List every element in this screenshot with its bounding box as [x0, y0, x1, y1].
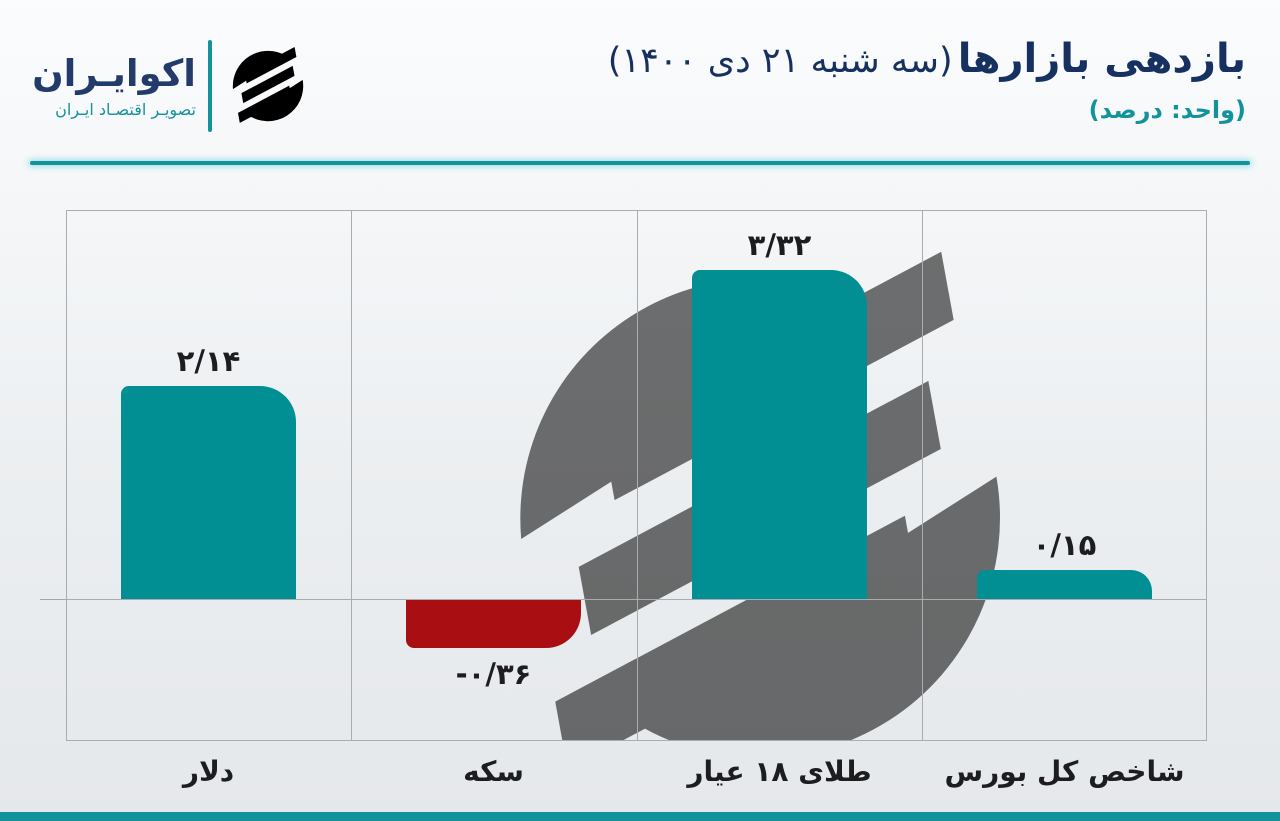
value-label-3: ۰/۱۵ — [1032, 528, 1097, 562]
logo-text: اکوایـران تصویـر اقتصـاد ایـران — [28, 53, 196, 119]
header-divider-line — [30, 161, 1250, 165]
grid-baseline — [66, 599, 1207, 600]
unit-note: (واحد: درصد) — [1088, 96, 1246, 124]
value-label-1: -۰/۳۶ — [455, 657, 532, 691]
grid-line-vertical — [922, 210, 923, 741]
grid-line-vertical — [66, 210, 67, 741]
chart-title-main: بازدهی بازارها — [957, 36, 1246, 82]
logo-brand-name: اکوایـران — [32, 52, 196, 96]
ecoiran-swoosh-icon — [224, 42, 312, 130]
logo-separator-line — [208, 40, 212, 132]
logo-tagline: تصویـر اقتصـاد ایـران — [55, 99, 196, 119]
bar-2 — [692, 270, 867, 599]
bottom-accent-bar — [0, 812, 1280, 821]
category-label-3: شاخص کل بورس — [944, 755, 1185, 788]
grid-line-vertical — [637, 210, 638, 741]
ecoiran-logo: اکوایـران تصویـر اقتصـاد ایـران — [28, 40, 312, 132]
value-label-0: ۲/۱۴ — [176, 344, 241, 378]
header-title-block: بازدهی بازارها (سه شنبه ۲۱ دی ۱۴۰۰) (واح… — [608, 36, 1246, 124]
value-label-2: ۳/۳۲ — [747, 228, 812, 262]
bar-1 — [406, 600, 581, 648]
chart-title-date: (سه شنبه ۲۱ دی ۱۴۰۰) — [607, 41, 953, 81]
bar-chart-plot-area: ۲/۱۴ -۰/۳۶ ۳/۳۲ ۰/۱۵ — [66, 210, 1207, 741]
category-label-2: طلای ۱۸ عیار — [687, 755, 872, 788]
grid-line-horizontal — [66, 740, 1207, 741]
grid-line-horizontal — [66, 210, 1207, 211]
bar-0 — [121, 386, 296, 599]
bar-3 — [977, 570, 1152, 599]
category-label-0: دلار — [182, 755, 235, 788]
category-label-1: سکه — [463, 755, 524, 788]
grid-line-vertical — [1206, 210, 1207, 741]
grid-line-vertical — [351, 210, 352, 741]
category-axis: دلار سکه طلای ۱۸ عیار شاخص کل بورس — [66, 750, 1207, 794]
chart-title: بازدهی بازارها (سه شنبه ۲۱ دی ۱۴۰۰) — [608, 36, 1246, 82]
